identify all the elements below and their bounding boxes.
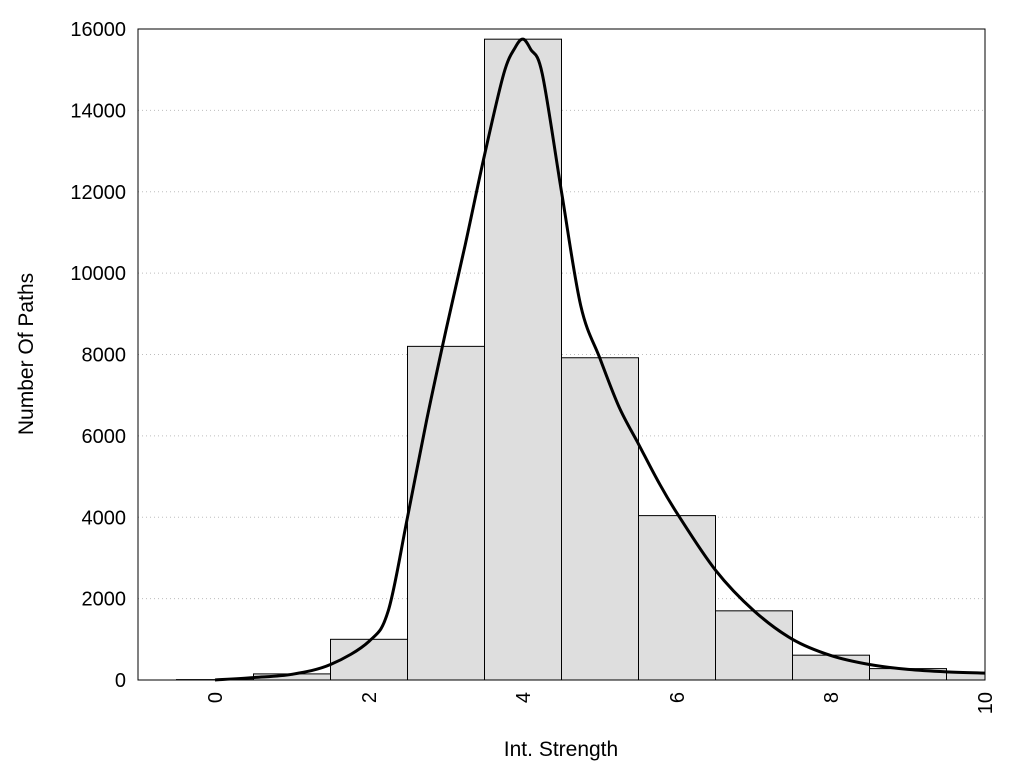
histogram-bar xyxy=(638,515,716,681)
histogram-bar xyxy=(407,345,485,681)
x-tick-label: 6 xyxy=(667,692,689,703)
plot-frame xyxy=(137,28,986,681)
histogram-bar xyxy=(792,654,870,681)
y-tick-label: 16000 xyxy=(70,19,126,41)
y-tick-label: 2000 xyxy=(82,589,127,611)
y-tick-label: 12000 xyxy=(70,182,126,204)
histogram-bar xyxy=(484,38,562,681)
fit-curve xyxy=(214,37,986,682)
y-tick-label: 4000 xyxy=(82,507,127,529)
x-tick-label: 4 xyxy=(513,692,535,703)
x-tick-label: 10 xyxy=(975,692,997,714)
x-axis-ticks: 0 2 4 6 8 10 xyxy=(205,692,997,714)
y-axis-ticks: 0 2000 4000 6000 8000 10000 12000 14000 16000 xyxy=(70,19,126,692)
x-tick-label: 2 xyxy=(359,692,381,703)
histogram-bars xyxy=(176,38,986,681)
y-tick-label: 10000 xyxy=(70,263,126,285)
y-tick-label: 14000 xyxy=(70,100,126,122)
x-tick-label: 8 xyxy=(821,692,843,703)
y-tick-label: 0 xyxy=(115,670,126,692)
histogram-bar xyxy=(715,610,793,681)
y-tick-label: 8000 xyxy=(82,345,127,367)
x-tick-label: 0 xyxy=(205,692,227,703)
fit-curve-line xyxy=(214,37,986,682)
histogram-bar xyxy=(561,357,639,681)
y-tick-label: 6000 xyxy=(82,426,127,448)
x-axis-title: Int. Strength xyxy=(504,738,618,761)
y-axis-title: Number Of Paths xyxy=(15,273,38,435)
